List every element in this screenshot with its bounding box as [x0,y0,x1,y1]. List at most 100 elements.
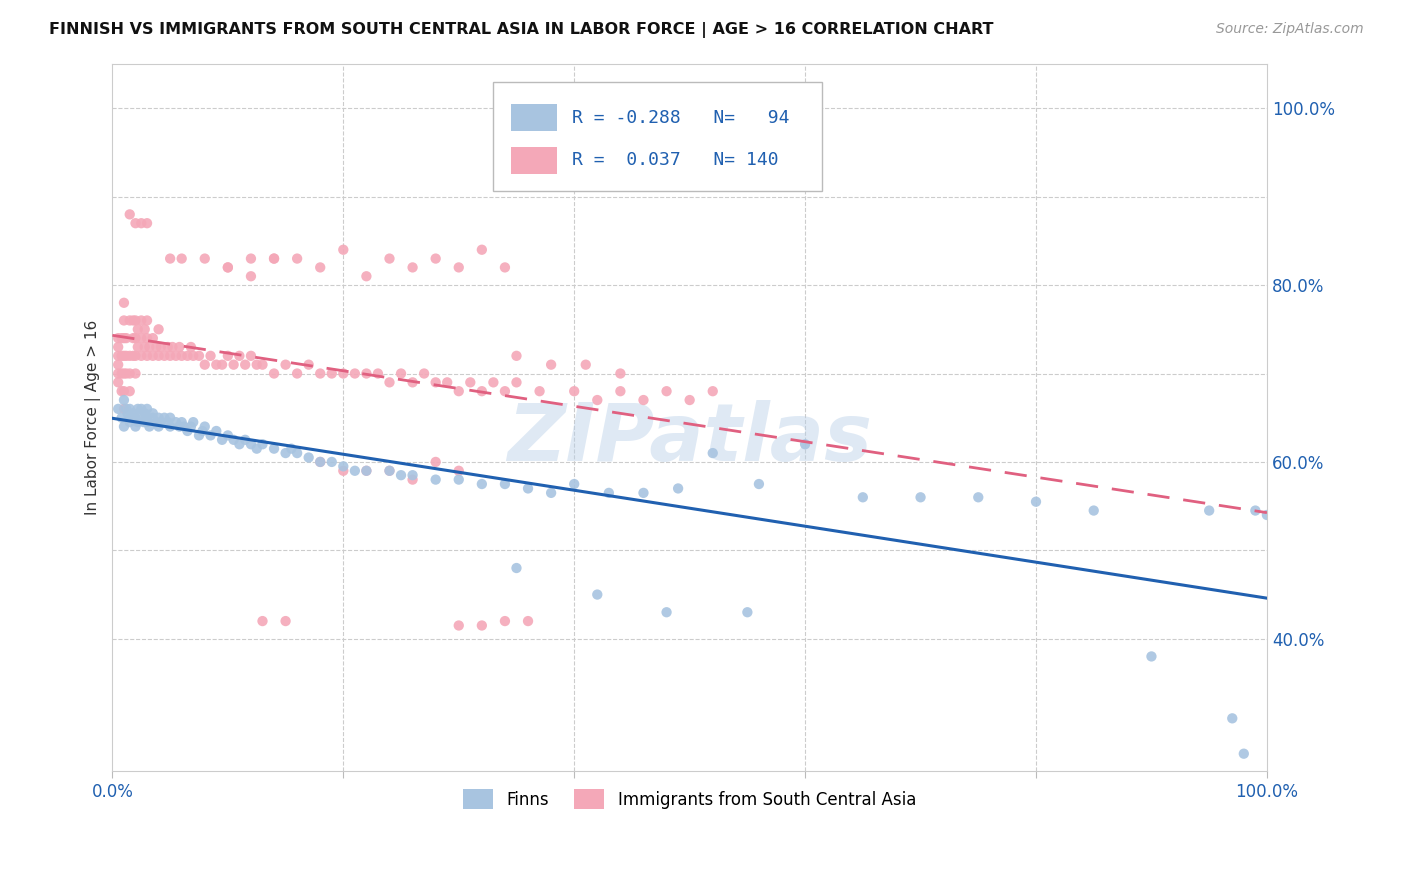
Point [205,424,228,438]
Text: ZIPatlas: ZIPatlas [508,400,872,478]
Point [136,313,159,327]
Point [111,367,134,381]
Point [145,340,167,354]
Point [122,331,145,345]
Point [285,367,308,381]
Point [252,614,274,628]
Point [148,410,170,425]
Y-axis label: In Labor Force | Age > 16: In Labor Force | Age > 16 [86,320,101,516]
Point [112,313,135,327]
Point [748,477,770,491]
Point [239,349,262,363]
Point [129,313,152,327]
Point [239,437,262,451]
Point [655,384,678,399]
Point [149,340,172,354]
Point [111,384,134,399]
Point [132,415,155,429]
Point [633,486,655,500]
Point [162,340,184,354]
Point [401,468,423,483]
Point [378,464,401,478]
Point [1083,503,1105,517]
Point [200,428,222,442]
Point [401,260,423,275]
Point [852,491,875,505]
Point [321,455,343,469]
Point [200,349,222,363]
Point [343,367,366,381]
Point [127,322,149,336]
Point [138,340,160,354]
Point [194,252,217,266]
Point [159,410,181,425]
Point [134,322,156,336]
Point [169,340,191,354]
Point [118,410,141,425]
Point [112,331,135,345]
Point [222,433,245,447]
Point [471,477,494,491]
Point [285,446,308,460]
Point [1198,503,1220,517]
Point [378,464,401,478]
Point [586,588,609,602]
Point [794,437,817,451]
Point [112,392,135,407]
Point [170,415,193,429]
Point [263,252,285,266]
Point [425,376,447,390]
Point [285,252,308,266]
Point [112,384,135,399]
Point [107,376,129,390]
Point [118,401,141,416]
Point [153,349,176,363]
Point [129,349,152,363]
Point [118,384,141,399]
Point [124,216,146,230]
Point [529,384,551,399]
Point [309,455,332,469]
Point [124,349,146,363]
Text: R =  0.037   N= 140: R = 0.037 N= 140 [572,152,779,169]
Point [181,415,204,429]
Point [447,260,470,275]
Bar [510,147,557,174]
Point [142,349,165,363]
Point [117,406,139,420]
Point [540,358,562,372]
Point [233,433,256,447]
Point [107,367,129,381]
Point [540,486,562,500]
Point [136,349,159,363]
Text: FINNISH VS IMMIGRANTS FROM SOUTH CENTRAL ASIA IN LABOR FORCE | AGE > 16 CORRELAT: FINNISH VS IMMIGRANTS FROM SOUTH CENTRAL… [49,22,994,38]
Point [1256,508,1278,522]
Point [1220,711,1243,725]
Point [332,464,354,478]
Point [517,614,540,628]
Point [111,331,134,345]
Point [598,486,620,500]
Point [118,415,141,429]
Point [148,322,170,336]
Point [153,410,176,425]
Point [112,367,135,381]
Point [107,401,129,416]
Point [239,252,262,266]
Point [222,358,245,372]
Point [447,384,470,399]
Point [136,331,159,345]
Point [263,442,285,456]
Point [356,464,378,478]
Point [112,349,135,363]
Point [702,446,724,460]
Point [107,358,129,372]
Bar [510,104,557,131]
Point [142,331,165,345]
Point [356,367,378,381]
Point [233,358,256,372]
Point [124,419,146,434]
Point [115,367,138,381]
Point [263,367,285,381]
Point [494,260,516,275]
